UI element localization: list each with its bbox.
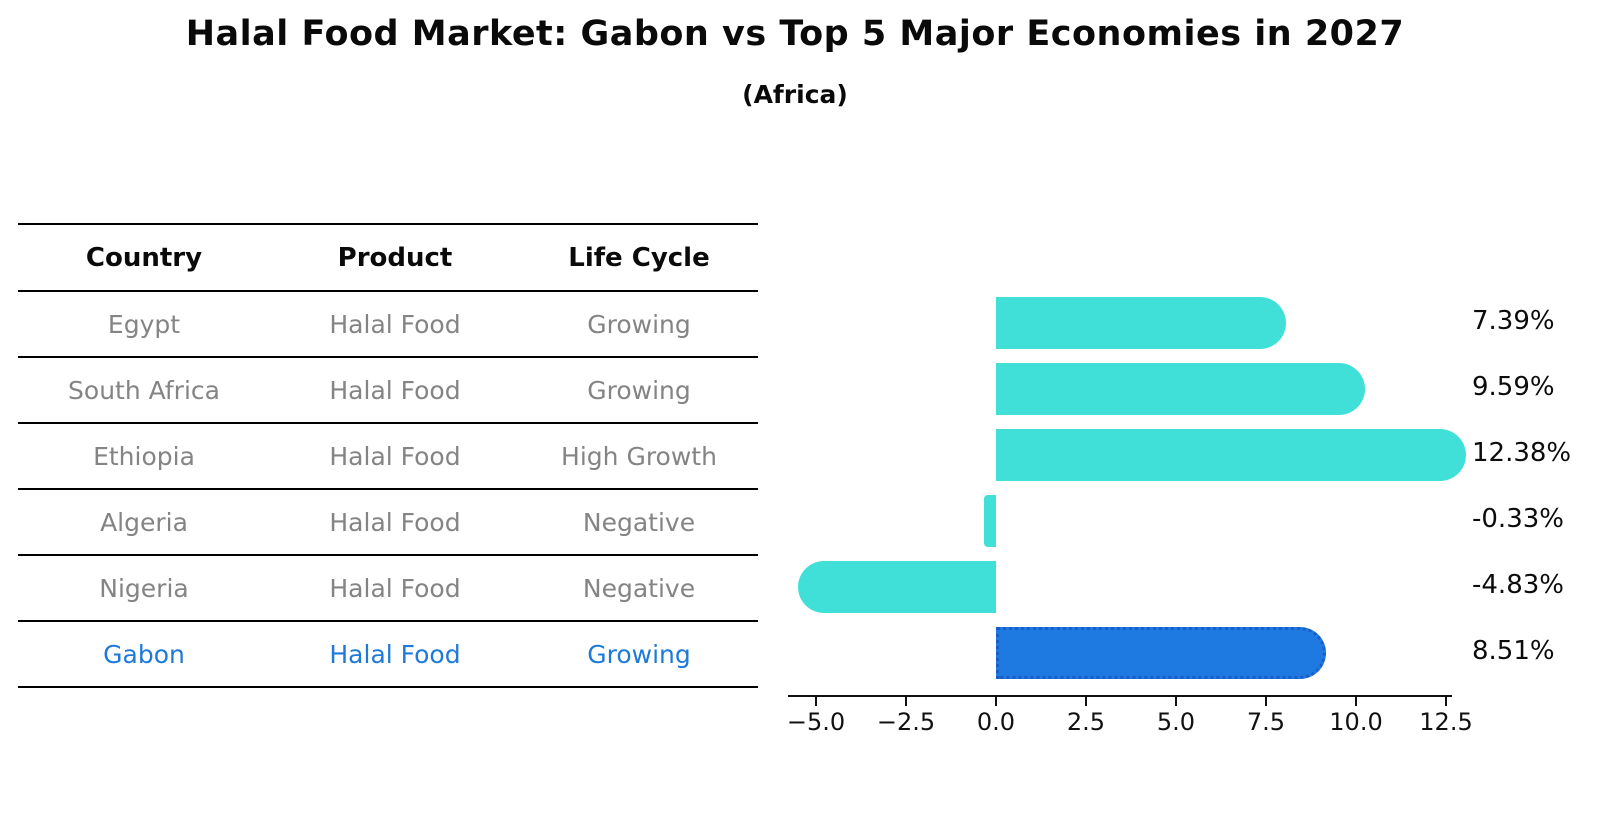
product-cell: Halal Food [329,573,461,603]
x-tick-label: −5.0 [786,708,846,736]
value-label: 12.38% [1472,438,1572,468]
product-cell: Halal Food [329,639,461,669]
x-tick-label: 7.5 [1246,708,1286,736]
value-label: -0.33% [1472,504,1564,534]
life-cycle-cell: Negative [582,507,696,537]
country-cell: Egypt [107,309,181,339]
country-cell: Ethiopia [93,441,195,471]
column-header-country: Country [85,242,203,273]
column-header-product: Product [337,242,453,273]
table-row-algeria: Algeria Halal Food Negative [18,490,758,556]
value-label: -4.83% [1472,570,1564,600]
x-tick [1085,697,1087,706]
x-tick-label: 10.0 [1329,708,1383,736]
x-tick-label: 2.5 [1066,708,1106,736]
chart-title: Halal Food Market: Gabon vs Top 5 Major … [185,14,1405,54]
value-label: 7.39% [1472,306,1555,336]
x-tick-label: 12.5 [1419,708,1473,736]
column-header-life-cycle: Life Cycle [568,242,710,273]
x-tick-label: 0.0 [976,708,1016,736]
country-cell: Algeria [100,507,188,537]
table-header-row: Country Product Life Cycle [18,225,758,292]
table-row-nigeria: Nigeria Halal Food Negative [18,556,758,622]
life-cycle-cell: Growing [587,639,691,669]
x-tick-label: 5.0 [1156,708,1196,736]
x-tick [1265,697,1267,706]
product-cell: Halal Food [329,441,461,471]
chart-subtitle: (Africa) [742,80,848,109]
product-cell: Halal Food [329,507,461,537]
value-label: 8.51% [1472,636,1555,666]
x-tick [815,697,817,706]
table-row-egypt: Egypt Halal Food Growing [18,292,758,358]
bar-algeria [984,495,996,547]
x-tick-label: −2.5 [876,708,936,736]
x-tick [905,697,907,706]
life-cycle-cell: Growing [587,309,691,339]
country-cell: Nigeria [99,573,189,603]
data-table: Country Product Life Cycle Egypt Halal F… [18,223,758,688]
bar-south-africa [996,363,1366,415]
life-cycle-cell: Growing [587,375,691,405]
bar-ethiopia [996,429,1466,481]
table-row-gabon: Gabon Halal Food Growing [18,622,758,688]
product-cell: Halal Food [329,309,461,339]
product-cell: Halal Food [329,375,461,405]
bar-gabon [996,627,1327,679]
x-tick [1355,697,1357,706]
table-row-south-africa: South Africa Halal Food Growing [18,358,758,424]
x-tick [1445,697,1447,706]
life-cycle-cell: Negative [582,573,696,603]
country-cell: South Africa [68,375,220,405]
life-cycle-cell: High Growth [561,441,717,471]
value-label: 9.59% [1472,372,1555,402]
country-cell: Gabon [103,639,185,669]
bar-egypt [996,297,1287,349]
bar-nigeria [798,561,996,613]
x-tick [995,697,997,706]
x-axis-line [788,695,1452,697]
x-tick [1175,697,1177,706]
table-row-ethiopia: Ethiopia Halal Food High Growth [18,424,758,490]
